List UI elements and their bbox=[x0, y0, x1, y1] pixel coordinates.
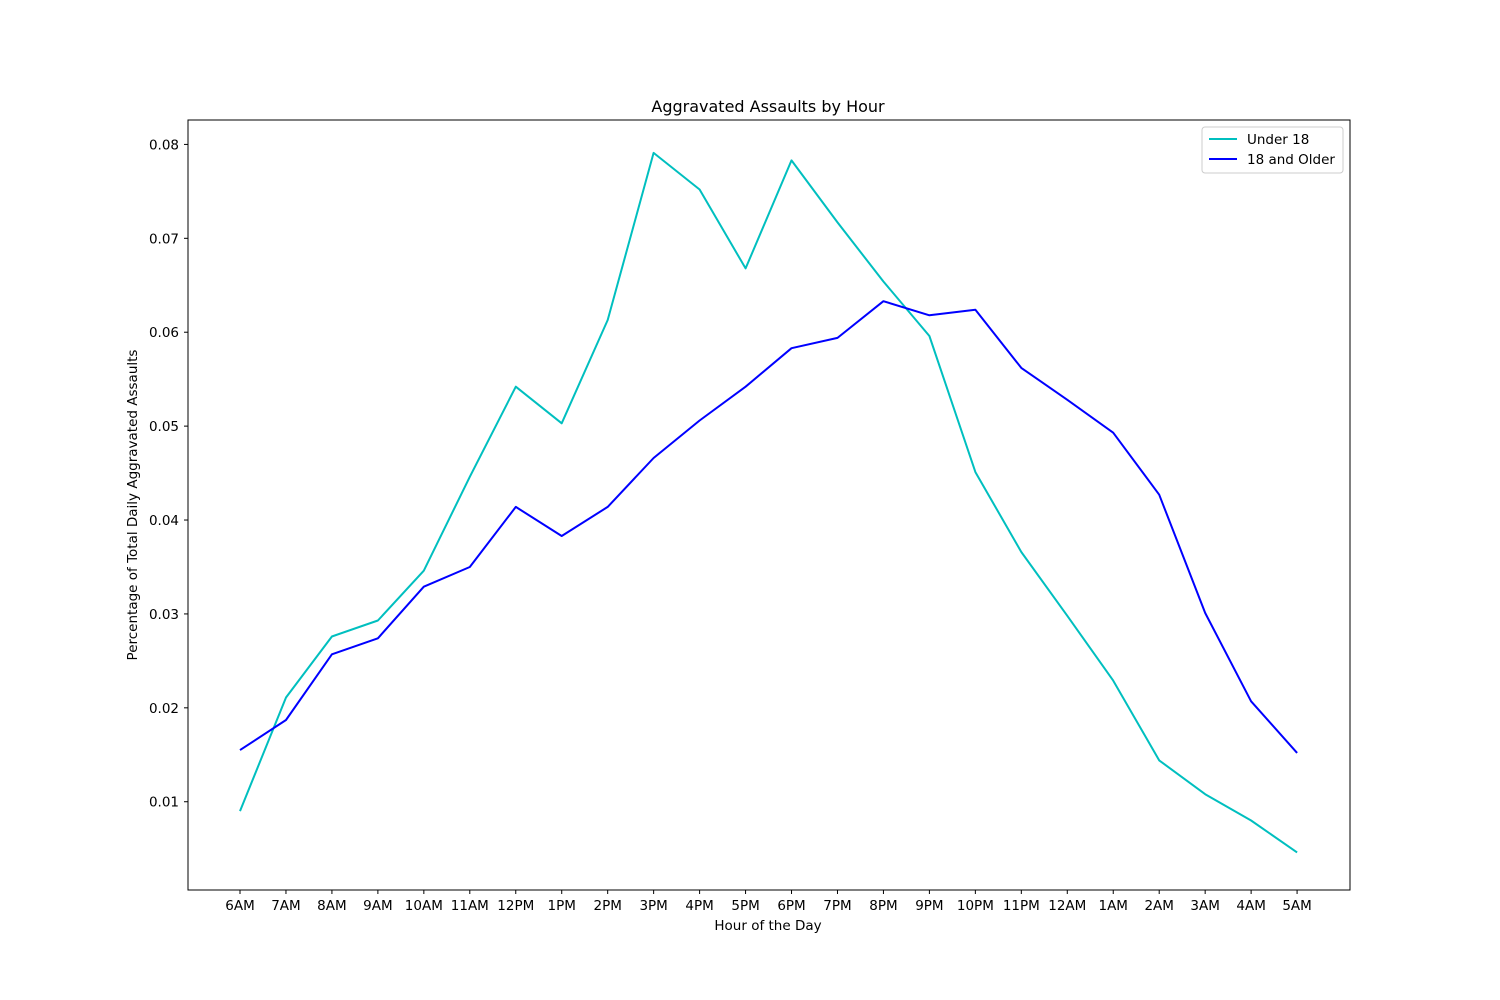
plot-area: 6AM 7AM 8AM 9AM 10AM 11AM 12PM 1PM 2PM 3PM 4PM 5PM 6… bbox=[149, 119, 1351, 914]
y-tick-label: 0.06 bbox=[149, 325, 179, 341]
series-lines bbox=[239, 151, 1298, 854]
x-tick-label: 12AM bbox=[1048, 898, 1086, 914]
x-tick-label: 9PM bbox=[915, 898, 943, 914]
x-tick-label: 4PM bbox=[685, 898, 713, 914]
plot-frame bbox=[187, 119, 1351, 891]
series-line-under-18 bbox=[239, 151, 1298, 854]
x-axis-title: Hour of the Day bbox=[714, 918, 821, 934]
legend-label-under-18: Under 18 bbox=[1247, 132, 1309, 148]
legend: Under 18 18 and Older bbox=[1201, 126, 1344, 174]
x-tick-label: 4AM bbox=[1236, 898, 1265, 914]
x-tick-label: 2AM bbox=[1144, 898, 1173, 914]
y-tick-label: 0.01 bbox=[149, 795, 179, 811]
legend-frame bbox=[1201, 126, 1344, 174]
series-line-18-and-older bbox=[239, 300, 1298, 754]
chart-title: Aggravated Assaults by Hour bbox=[651, 97, 885, 116]
x-tick-label: 5AM bbox=[1282, 898, 1311, 914]
y-axis-title: Percentage of Total Daily Aggravated Ass… bbox=[125, 350, 141, 661]
x-tick-label: 10AM bbox=[405, 898, 443, 914]
x-tick-label: 10PM bbox=[957, 898, 994, 914]
x-tick-label: 7PM bbox=[823, 898, 851, 914]
x-axis-ticks: 6AM 7AM 8AM 9AM 10AM 11AM 12PM 1PM 2PM 3PM 4PM 5PM 6… bbox=[225, 890, 1312, 914]
x-tick-label: 3PM bbox=[639, 898, 667, 914]
y-tick-label: 0.03 bbox=[149, 607, 179, 623]
x-tick-label: 6PM bbox=[777, 898, 805, 914]
x-tick-label: 11PM bbox=[1003, 898, 1040, 914]
x-tick-label: 11AM bbox=[451, 898, 489, 914]
x-tick-label: 5PM bbox=[731, 898, 759, 914]
legend-label-18-and-older: 18 and Older bbox=[1247, 152, 1335, 168]
x-tick-label: 3AM bbox=[1190, 898, 1219, 914]
x-tick-label: 7AM bbox=[271, 898, 300, 914]
y-tick-label: 0.05 bbox=[149, 419, 179, 435]
x-tick-label: 12PM bbox=[497, 898, 534, 914]
x-tick-label: 2PM bbox=[593, 898, 621, 914]
y-tick-label: 0.04 bbox=[149, 513, 179, 529]
x-tick-label: 6AM bbox=[225, 898, 254, 914]
x-tick-label: 8PM bbox=[869, 898, 897, 914]
y-tick-label: 0.07 bbox=[149, 231, 179, 247]
y-axis-ticks: 0.01 0.02 0.03 0.04 0.05 0.06 0.07 0.08 bbox=[149, 137, 188, 811]
y-tick-label: 0.08 bbox=[149, 137, 179, 153]
x-tick-label: 1PM bbox=[548, 898, 576, 914]
x-tick-label: 9AM bbox=[363, 898, 392, 914]
x-tick-label: 1AM bbox=[1098, 898, 1127, 914]
y-tick-label: 0.02 bbox=[149, 701, 179, 717]
x-tick-label: 8AM bbox=[317, 898, 346, 914]
